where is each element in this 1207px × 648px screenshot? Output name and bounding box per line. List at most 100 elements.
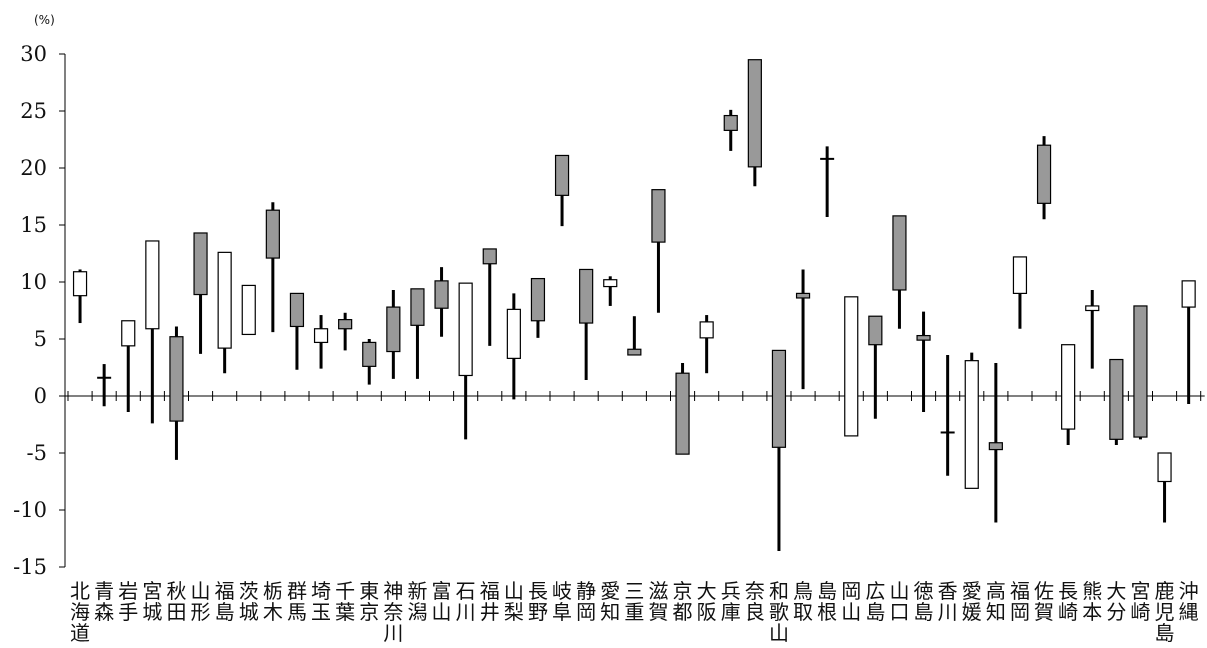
category-label: 山梨: [504, 579, 524, 624]
candle: [241, 284, 256, 336]
category-label: 滋賀: [648, 579, 668, 624]
candle-body: [338, 319, 353, 330]
candle-body: [1036, 144, 1052, 204]
y-tick-label: 10: [20, 270, 47, 294]
candle-body: [868, 315, 883, 346]
category-label: 三重: [624, 579, 644, 624]
candle: [313, 315, 329, 369]
category-label: 和歌山: [769, 579, 789, 645]
candle-body: [313, 328, 329, 344]
category-label: 兵庫: [721, 579, 741, 624]
category-label: 宮崎: [1130, 579, 1150, 624]
category-label: 福岡: [1010, 579, 1030, 624]
candle-body: [651, 189, 666, 243]
category-label: 沖縄: [1179, 579, 1199, 624]
candle-body: [1181, 280, 1196, 308]
y-tick-label: -5: [27, 441, 47, 465]
category-label: 大分: [1106, 579, 1126, 624]
category-label: 岐阜: [552, 579, 572, 624]
category-label: 佐賀: [1034, 579, 1054, 624]
candle-body: [916, 334, 931, 341]
candle: [699, 315, 714, 374]
category-label: 青森: [94, 579, 114, 624]
candle: [434, 267, 449, 337]
category-label: 秋田: [166, 579, 186, 624]
category-label: 北海道: [70, 579, 90, 645]
candle: [603, 276, 618, 306]
y-tick-label: 20: [20, 156, 47, 180]
category-label: 香川: [938, 579, 958, 624]
candle-body: [1085, 305, 1100, 312]
y-tick-label: 5: [34, 327, 47, 351]
candle-body: [410, 288, 425, 326]
candle-body: [121, 320, 136, 347]
category-label: 新潟: [407, 579, 427, 624]
candle-body: [1157, 452, 1172, 483]
candle-body: [217, 251, 232, 349]
candle: [723, 109, 738, 151]
candle-body: [892, 215, 907, 291]
candle-body: [795, 292, 811, 299]
candle: [579, 268, 594, 381]
category-label: 愛媛: [962, 579, 982, 624]
category-label: 石川: [456, 579, 476, 624]
category-label: 鳥取: [793, 579, 813, 624]
candle-body: [844, 296, 859, 437]
candle: [820, 146, 835, 218]
candle-body: [771, 349, 787, 448]
category-label: 山形: [191, 579, 211, 624]
candle: [868, 315, 883, 419]
candle: [265, 202, 280, 333]
category-label: 東京: [359, 579, 379, 624]
candle-body: [675, 372, 690, 455]
candle: [1036, 136, 1052, 220]
candle: [675, 362, 690, 455]
candle: [795, 269, 811, 390]
candle: [506, 293, 521, 400]
category-label: 静岡: [576, 579, 596, 624]
candle-body: [482, 248, 497, 265]
category-label: 広島: [865, 579, 885, 624]
y-axis-ticks: 30 25 20 15 10 5 0 -5 -10 -15: [13, 42, 65, 579]
candle: [940, 354, 955, 476]
candle-body: [1133, 305, 1148, 438]
candle: [1085, 289, 1100, 369]
category-label: 神奈川: [383, 579, 403, 645]
candle: [362, 339, 377, 385]
category-label: 埼玉: [311, 579, 331, 624]
category-label: 栃木: [263, 579, 283, 624]
candle-body: [1012, 256, 1028, 295]
candle-body: [699, 321, 714, 339]
category-label: 高知: [986, 579, 1006, 624]
category-label: 京都: [673, 579, 693, 624]
category-label: 熊本: [1082, 579, 1102, 624]
candle-body: [386, 306, 401, 353]
category-label: 岩手: [118, 579, 138, 624]
category-label: 長野: [528, 579, 548, 624]
candle-body: [627, 348, 642, 356]
y-tick-label: 15: [20, 213, 47, 237]
candle: [530, 277, 546, 338]
candle: [121, 320, 136, 412]
candle-body: [964, 360, 979, 489]
category-label: 鹿児島: [1155, 579, 1175, 645]
candle: [1133, 305, 1148, 440]
candle-body: [458, 282, 473, 377]
candle: [988, 362, 1003, 523]
candle: [964, 352, 979, 489]
category-label: 福井: [480, 579, 500, 624]
candle: [217, 251, 232, 374]
y-tick-label: 30: [20, 42, 47, 66]
axes: [64, 54, 1205, 567]
candle: [169, 326, 184, 460]
candle-body: [603, 279, 618, 288]
y-tick-label: 25: [20, 99, 47, 123]
candle: [458, 282, 473, 440]
category-label: 奈良: [745, 579, 765, 624]
category-label: 愛知: [600, 579, 620, 624]
candle-body: [506, 308, 521, 359]
candle: [193, 232, 208, 354]
candle-body: [988, 442, 1003, 451]
candle-body: [145, 240, 160, 330]
candle: [289, 292, 305, 370]
